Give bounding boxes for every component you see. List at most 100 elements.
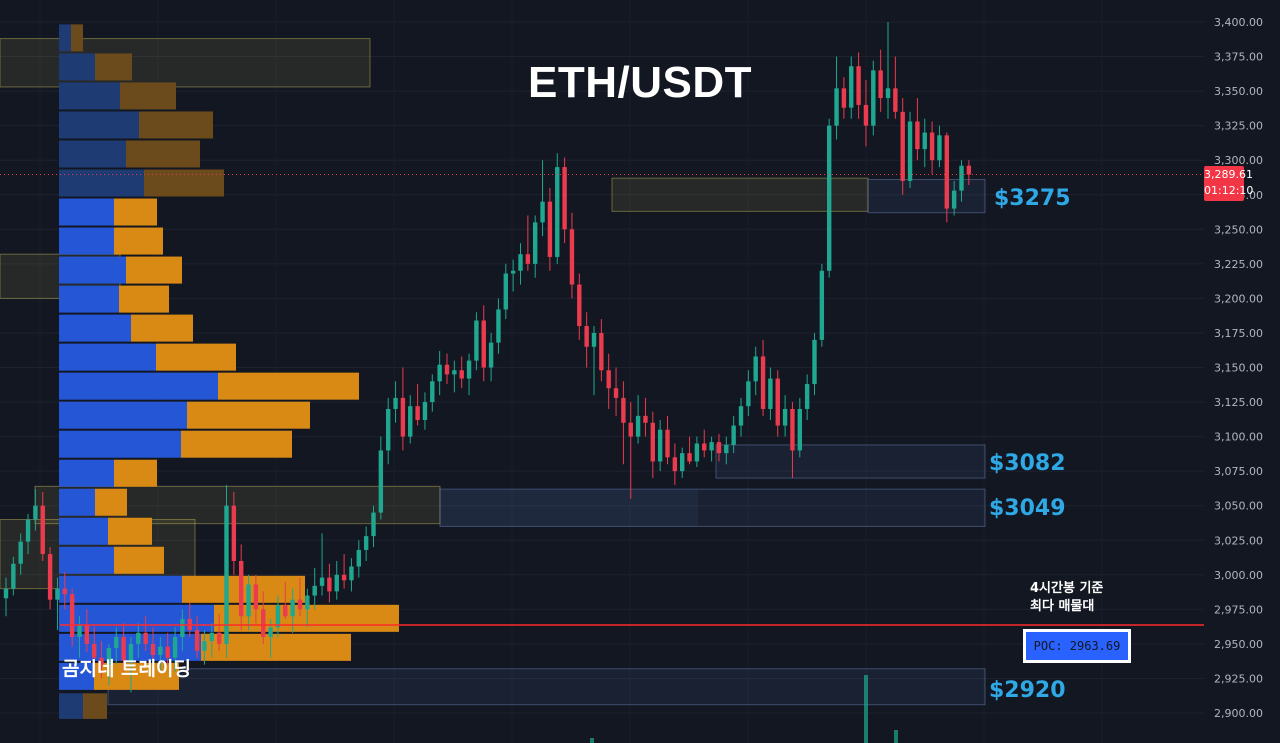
candle-body xyxy=(665,429,670,458)
volume-bar-buy xyxy=(59,693,83,719)
y-tick-label: 2,950.00 xyxy=(1214,638,1263,651)
level-box-$3275 xyxy=(867,179,986,214)
y-tick-label: 3,400.00 xyxy=(1214,16,1263,29)
candle-body xyxy=(929,132,935,161)
y-tick-label: 3,200.00 xyxy=(1214,292,1263,305)
y-tick-label: 3,225.00 xyxy=(1214,258,1263,271)
candle-body xyxy=(790,408,795,451)
candle-body xyxy=(488,342,494,368)
y-tick-label: 3,300.00 xyxy=(1214,154,1263,167)
candle-body xyxy=(562,167,567,230)
candle-body xyxy=(599,332,604,371)
level-label-3082: $3082 xyxy=(989,451,1066,476)
candle-body xyxy=(363,536,369,550)
candle-body xyxy=(657,429,663,462)
candle-body xyxy=(628,422,633,437)
candle-body xyxy=(885,88,891,99)
candle-body xyxy=(312,585,317,596)
volume-bar-buy xyxy=(59,662,94,690)
candle-body xyxy=(827,125,832,271)
candle-body xyxy=(121,636,126,661)
supply-zone-box xyxy=(0,38,371,88)
candle-body xyxy=(613,388,619,398)
candle-body xyxy=(290,599,295,617)
candle-body xyxy=(533,222,538,264)
y-tick-label: 3,175.00 xyxy=(1214,327,1263,340)
candle-body xyxy=(393,397,398,409)
candle-body xyxy=(709,442,714,451)
candle-body xyxy=(84,624,90,644)
y-tick-label: 3,025.00 xyxy=(1214,534,1263,547)
y-tick-label: 2,925.00 xyxy=(1214,672,1263,685)
candle-body xyxy=(444,364,450,375)
volume-bar-buy xyxy=(59,82,120,110)
candle-body xyxy=(518,254,523,271)
candle-body xyxy=(459,370,464,379)
level-box-$3082 xyxy=(715,444,986,479)
candle-body xyxy=(99,657,104,665)
candle-body xyxy=(386,408,391,451)
level-box-$2920 xyxy=(107,668,986,706)
volume-bar-sell xyxy=(181,430,292,458)
volume-bar-buy xyxy=(59,372,218,400)
candle-body xyxy=(893,88,898,112)
candle-body xyxy=(408,406,413,437)
volume-bar-buy xyxy=(59,517,108,545)
candle-body xyxy=(856,66,861,105)
volume-bar-buy xyxy=(59,546,114,574)
volume-bar-buy xyxy=(59,256,126,284)
candle-body xyxy=(944,135,949,209)
candle-body xyxy=(621,397,626,423)
candle-body xyxy=(687,453,692,462)
y-tick-label: 3,100.00 xyxy=(1214,431,1263,444)
candle-body xyxy=(606,370,611,389)
watermark-text: 곰지네 트레이딩 xyxy=(62,658,191,680)
volume-bar-sell xyxy=(131,314,193,342)
volume-bar-sell xyxy=(83,693,107,719)
candle-body xyxy=(878,70,883,99)
candle-body xyxy=(62,588,67,595)
volume-bar-sell xyxy=(108,517,152,545)
candle-body xyxy=(69,594,75,637)
volume-profile xyxy=(59,24,399,719)
level-box-$3049 xyxy=(439,488,986,527)
y-tick-label: 3,125.00 xyxy=(1214,396,1263,409)
candle-body xyxy=(209,632,214,642)
volume-bar-sell xyxy=(218,372,359,400)
candle-body xyxy=(635,415,641,437)
volume-bar-sell xyxy=(126,140,200,168)
candle-body xyxy=(768,378,773,409)
volume-bar-sell xyxy=(144,169,224,197)
candle-body xyxy=(106,648,112,665)
candle-body xyxy=(871,70,876,126)
volume-bar-buy xyxy=(59,285,119,313)
candle-body xyxy=(216,632,222,644)
candle-body xyxy=(40,505,45,555)
level-boxes xyxy=(107,179,986,706)
candle-body xyxy=(584,326,589,347)
candle-body xyxy=(371,512,376,537)
y-axis: 2,900.00 2,925.00 2,950.00 2,975.00 3,000.00… xyxy=(1214,16,1263,720)
y-tick-label: 2,975.00 xyxy=(1214,603,1263,616)
volume-bar-buy xyxy=(59,169,144,197)
level-label-2920: $2920 xyxy=(989,678,1066,703)
candle-body xyxy=(591,332,597,347)
candle-body xyxy=(466,360,472,379)
volume-bar-buy xyxy=(59,53,95,81)
y-tick-label: 3,350.00 xyxy=(1214,85,1263,98)
candle-body xyxy=(136,632,141,644)
poc-note-line1: 4시간봉 기준 xyxy=(1030,581,1104,596)
candle-body xyxy=(261,609,266,637)
candle-body xyxy=(3,588,9,599)
volume-bar-sell xyxy=(71,24,83,52)
volume-bar-sell xyxy=(114,459,157,487)
volume-bar-sell xyxy=(201,633,351,661)
candle-body xyxy=(525,254,531,264)
volume-bar-sell xyxy=(119,285,169,313)
candle-body xyxy=(180,619,185,637)
candle-body xyxy=(25,519,31,542)
candle-body xyxy=(422,402,428,421)
chart-title: ETH/USDT xyxy=(528,58,752,107)
candle-body xyxy=(349,566,354,581)
